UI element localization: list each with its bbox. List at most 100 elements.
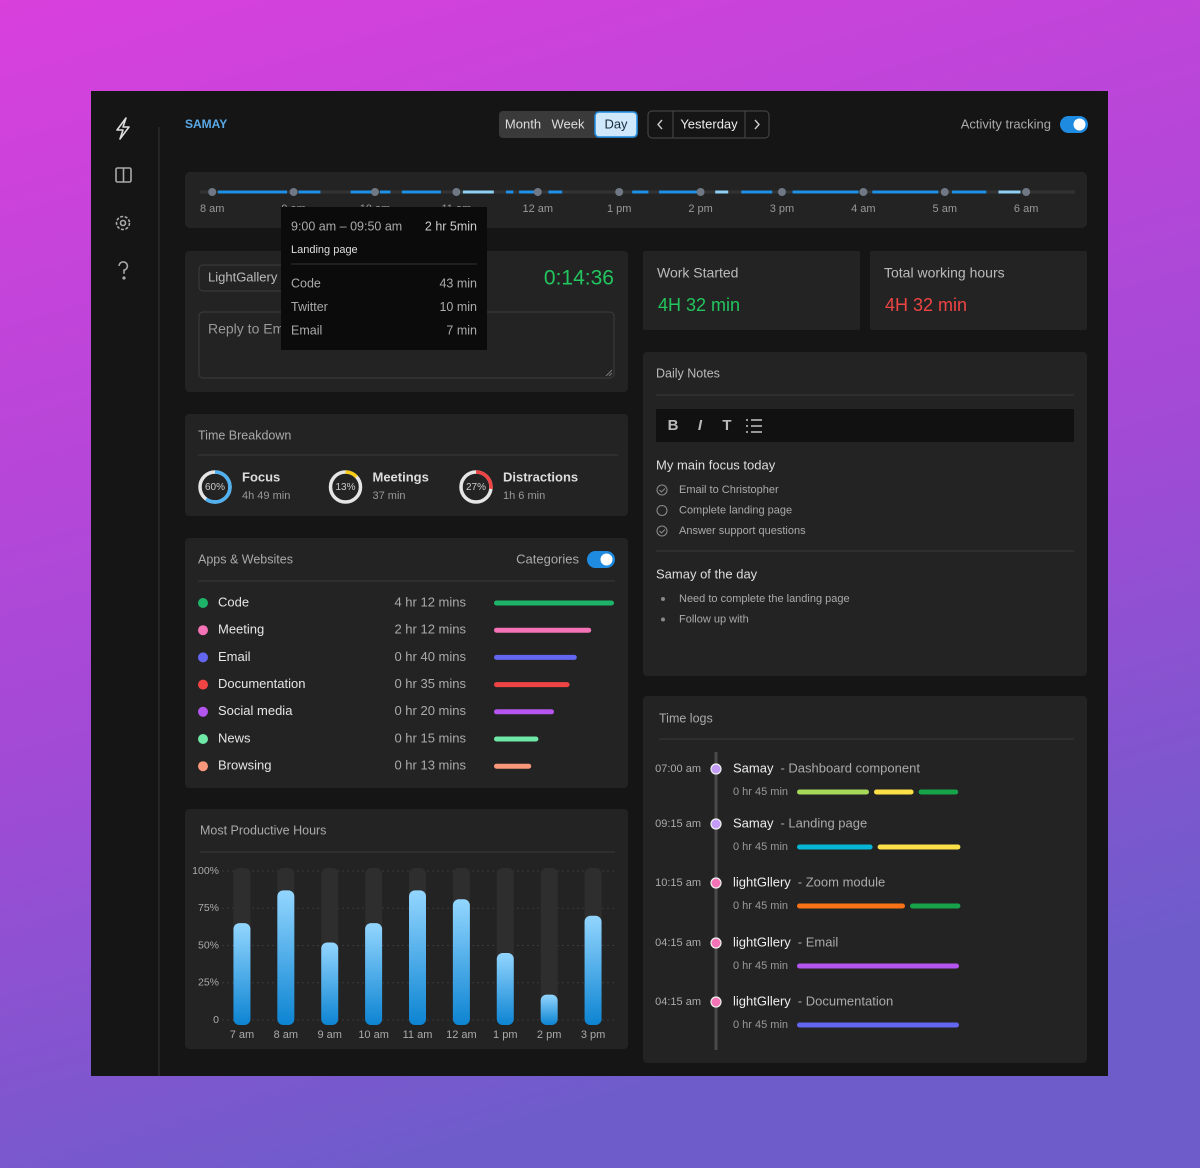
log-task: - Zoom module xyxy=(798,874,885,889)
app-dot xyxy=(198,679,208,690)
tracking-label: Activity tracking xyxy=(961,116,1051,131)
hour-marker xyxy=(696,188,705,196)
log-task: - Dashboard component xyxy=(780,760,920,775)
ring-label: 60% xyxy=(205,482,225,493)
format-button[interactable]: I xyxy=(698,417,703,434)
log-task: - Email xyxy=(798,934,839,949)
bar xyxy=(452,899,470,1025)
task-check[interactable] xyxy=(656,525,668,537)
period-label[interactable]: Yesterday xyxy=(680,116,738,131)
x-tick-label: 7 am xyxy=(230,1029,254,1041)
y-tick-label: 100% xyxy=(192,865,219,877)
logs-card xyxy=(643,696,1087,1063)
settings-icon[interactable] xyxy=(115,215,131,231)
x-tick-label: 9 am xyxy=(317,1029,341,1041)
y-tick-label: 25% xyxy=(198,977,219,989)
log-segment xyxy=(910,903,961,909)
logo-icon[interactable] xyxy=(116,117,130,140)
log-dot xyxy=(710,877,722,889)
hour-marker xyxy=(777,188,786,196)
log-project: Samay xyxy=(733,760,774,775)
check-mark xyxy=(659,529,666,534)
log-segment xyxy=(877,844,961,850)
item-time: 4h 49 min xyxy=(242,490,290,502)
brand: SAMAY xyxy=(185,117,227,131)
layout-icon[interactable] xyxy=(115,167,132,183)
item-time: 1h 6 min xyxy=(503,490,545,502)
help-icon[interactable] xyxy=(118,261,129,280)
toggle-knob xyxy=(600,553,613,566)
app-bar xyxy=(494,600,614,606)
app-time: 0 hr 35 mins xyxy=(394,676,466,691)
stat-label: Work Started xyxy=(657,265,738,281)
view-option[interactable]: Week xyxy=(552,116,585,131)
stat-label: Total working hours xyxy=(884,265,1005,281)
view-option[interactable]: Day xyxy=(604,116,628,131)
ring-arc xyxy=(328,470,363,504)
log-project: lightGllery xyxy=(733,874,791,889)
app-bar xyxy=(494,627,592,633)
log-segment xyxy=(797,903,905,909)
log-dot xyxy=(710,818,722,830)
app-dot xyxy=(198,652,208,663)
app-bar xyxy=(494,736,539,742)
view-option[interactable]: Month xyxy=(505,116,541,131)
log-time: 04:15 am xyxy=(655,937,701,949)
list-button[interactable] xyxy=(746,419,762,433)
tooltip-item: Code xyxy=(291,276,321,290)
log-duration: 0 hr 45 min xyxy=(733,786,788,798)
app-name: Meeting xyxy=(218,622,264,637)
editor-toolbar xyxy=(656,409,1074,442)
bar xyxy=(233,923,251,1025)
bar xyxy=(277,890,295,1025)
app-bar xyxy=(494,763,532,769)
task-check[interactable] xyxy=(656,504,668,517)
log-duration: 0 hr 45 min xyxy=(733,900,788,912)
hour-label: 5 am xyxy=(933,203,957,215)
chart-title: Most Productive Hours xyxy=(200,823,326,837)
stat-card xyxy=(643,251,860,330)
app-time: 4 hr 12 mins xyxy=(394,594,466,609)
log-dot xyxy=(710,763,722,775)
app-dot xyxy=(198,625,208,636)
x-tick-label: 3 pm xyxy=(581,1029,605,1041)
card-title: Daily Notes xyxy=(656,366,720,380)
task-check[interactable] xyxy=(656,484,668,496)
log-task: - Documentation xyxy=(798,993,893,1008)
stat-value: 4H 32 min xyxy=(885,295,967,315)
app-dot xyxy=(198,598,208,608)
next-button[interactable] xyxy=(754,119,760,130)
y-tick-label: 50% xyxy=(198,939,219,951)
tooltip-item-time: 43 min xyxy=(439,276,477,290)
hour-marker xyxy=(289,188,298,196)
project-name[interactable]: LightGallery xyxy=(208,269,278,284)
hour-marker xyxy=(533,188,542,196)
hour-marker xyxy=(940,188,949,196)
bullet xyxy=(661,617,665,622)
hour-label: 12 am xyxy=(523,203,554,215)
tooltip-item: Twitter xyxy=(291,300,328,314)
format-button[interactable]: T xyxy=(722,417,731,434)
tooltip-item-time: 7 min xyxy=(446,324,477,338)
log-project: lightGllery xyxy=(733,993,791,1008)
x-tick-label: 2 pm xyxy=(537,1029,561,1041)
x-tick-label: 11 am xyxy=(403,1029,433,1041)
chart-card xyxy=(185,809,628,1049)
bar xyxy=(321,942,339,1025)
card-title: Time logs xyxy=(659,711,713,725)
placeholder[interactable]: Reply to Email xyxy=(208,321,298,337)
app-name: News xyxy=(218,730,251,745)
log-duration: 0 hr 45 min xyxy=(733,841,788,853)
prev-button[interactable] xyxy=(657,119,663,130)
hour-label: 6 am xyxy=(1014,203,1038,215)
log-segment xyxy=(874,789,914,795)
bar xyxy=(540,994,558,1025)
log-segment xyxy=(797,963,959,969)
app-name: Browsing xyxy=(218,758,271,773)
app-name: Email xyxy=(218,649,251,664)
log-segment xyxy=(797,1022,959,1028)
hour-label: 2 pm xyxy=(688,203,712,215)
format-button[interactable]: B xyxy=(668,417,679,434)
x-tick-label: 10 am xyxy=(358,1029,389,1041)
